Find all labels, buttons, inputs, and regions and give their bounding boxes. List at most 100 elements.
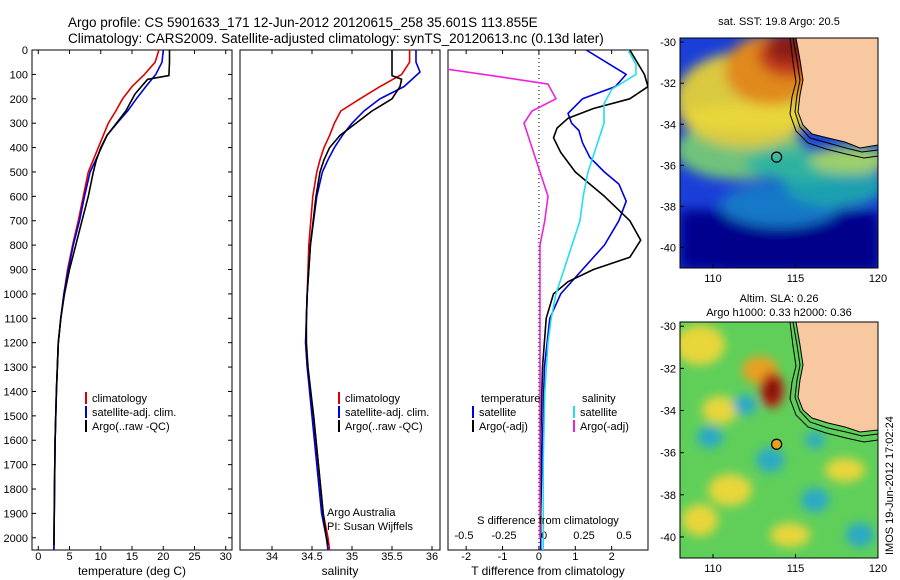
salinity-legend: climatology satellite-adj. clim. Argo(..… [338, 392, 429, 433]
depth-tick-label: 1200 [4, 338, 28, 350]
depth-tick-label: 300 [10, 118, 28, 130]
profile-line-temperature-argo-adj- [539, 50, 648, 538]
legend-header-salinity: salinity [582, 393, 616, 405]
difference-legend: temperature salinity satellite Argo(-adj… [472, 393, 629, 433]
t-difference-x-axis: -2 -1 0 1 2 [461, 50, 615, 563]
figure-title-line2: Climatology: CARS2009. Satellite-adjuste… [68, 31, 604, 46]
sst-heatmap [680, 38, 878, 268]
legend-label-t-argo: Argo(-adj) [479, 421, 528, 433]
difference-axes-frame [447, 49, 649, 551]
lon-tick-label: 120 [869, 273, 887, 285]
legend-label-climatology: climatology [345, 393, 401, 405]
lon-tick-label: 110 [704, 563, 722, 575]
argo-location-marker [771, 151, 783, 163]
legend-label-argo: Argo(..raw -QC) [345, 421, 423, 433]
s-tick-label: 0 [541, 530, 547, 542]
sst-map-title: sat. SST: 19.8 Argo: 20.5 [718, 16, 840, 28]
lat-tick-label: -30 [660, 37, 676, 49]
x-tick-label: 0 [536, 551, 542, 563]
annotation-pi: PI: Susan Wijffels [327, 521, 413, 533]
legend-label-climatology: climatology [92, 393, 148, 405]
lon-tick-label: 110 [704, 273, 722, 285]
salinity-axes-frame [239, 49, 441, 551]
depth-tick-label: 1300 [4, 362, 28, 374]
temperature-panel: 0100200300400500600700800900100011001200… [4, 45, 648, 578]
profile-line-salinity-satellite [542, 50, 637, 550]
legend-label-s-argo: Argo(-adj) [580, 421, 629, 433]
legend-label-satellite-adj: satellite-adj. clim. [92, 407, 176, 419]
lat-tick-label: -34 [660, 119, 676, 131]
x-tick-label: 35.5 [381, 551, 402, 563]
x-tick-label: -1 [498, 551, 508, 563]
depth-tick-label: 1900 [4, 508, 28, 520]
depth-tick-label: 500 [10, 167, 28, 179]
argo-location-marker [771, 438, 783, 450]
salinity-xlabel: salinity [322, 564, 359, 578]
x-tick-label: -2 [461, 551, 471, 563]
legend-label-satellite-adj: satellite-adj. clim. [345, 407, 429, 419]
sla-map-title-line2: Argo h1000: 0.33 h2000: 0.36 [706, 307, 852, 319]
s-tick-label: -0.5 [455, 530, 474, 542]
lon-tick-label: 115 [787, 563, 805, 575]
profile-line-argo-raw-qc- [53, 50, 171, 546]
imos-timestamp: IMOS 19-Jun-2012 17:02:24 [884, 416, 896, 555]
salinity-profiles [304, 50, 421, 550]
sst-map-axes: 110 115 120 -30 -32 -34 -36 -38 -40 [660, 37, 887, 285]
legend-label-argo: Argo(..raw -QC) [92, 421, 170, 433]
s-difference-axis: -0.5 -0.25 0 0.25 0.5 [455, 530, 632, 542]
legend-label-t-satellite: satellite [479, 407, 516, 419]
x-tick-label: 5 [66, 551, 72, 563]
x-tick-label: 36 [426, 551, 438, 563]
depth-tick-label: 0 [22, 45, 28, 57]
depth-tick-label: 1000 [4, 289, 28, 301]
x-tick-label: 25 [188, 551, 200, 563]
legend-label-s-satellite: satellite [580, 407, 617, 419]
depth-tick-label: 400 [10, 143, 28, 155]
depth-tick-label: 1600 [4, 435, 28, 447]
x-tick-label: 1 [572, 551, 578, 563]
depth-tick-label: 1400 [4, 386, 28, 398]
depth-tick-label: 900 [10, 265, 28, 277]
salinity-panel: 34 34.5 35 35.5 36 salinity climatology sate… [239, 49, 441, 578]
sla-map-axes: 110 115 120 -30 -32 -34 -36 -38 -40 [660, 321, 887, 575]
salinity-x-axis: 34 34.5 35 35.5 36 [266, 50, 438, 563]
x-tick-label: 35 [346, 551, 358, 563]
depth-tick-label: 700 [10, 216, 28, 228]
x-tick-label: 2 [609, 551, 615, 563]
temperature-axes-frame [31, 49, 233, 551]
t-difference-xlabel: T difference from climatology [471, 564, 625, 578]
depth-tick-label: 600 [10, 191, 28, 203]
s-tick-label: 0.5 [616, 530, 631, 542]
x-tick-label: 34.5 [301, 551, 322, 563]
depth-tick-label: 1100 [4, 313, 28, 325]
sst-map-frame [679, 37, 879, 269]
figure-title-line1: Argo profile: CS 5901633_171 12-Jun-2012… [68, 15, 538, 30]
sla-map-title-line1: Altim. SLA: 0.26 [740, 293, 819, 305]
lat-tick-label: -40 [660, 532, 676, 544]
x-tick-label: 20 [157, 551, 169, 563]
lat-tick-label: -40 [660, 242, 676, 254]
x-tick-label: 0 [35, 551, 41, 563]
lat-tick-label: -32 [660, 78, 676, 90]
profile-line-temperature-satellite [539, 50, 628, 550]
x-tick-label: 34 [266, 551, 278, 563]
s-difference-label: S difference from climatology [477, 515, 619, 527]
lat-tick-label: -38 [660, 490, 676, 502]
sst-map-panel: sat. SST: 19.8 Argo: 20.5 [660, 16, 887, 285]
difference-profiles [448, 50, 648, 550]
lon-tick-label: 120 [869, 563, 887, 575]
lat-tick-label: -32 [660, 363, 676, 375]
annotation-argo-australia: Argo Australia [327, 507, 396, 519]
lon-tick-label: 115 [787, 273, 805, 285]
sla-map-frame [679, 321, 879, 559]
profile-line-argo-raw-qc- [305, 50, 403, 546]
s-tick-label: 0.25 [573, 530, 594, 542]
lat-tick-label: -36 [660, 448, 676, 460]
lat-tick-label: -36 [660, 160, 676, 172]
sla-heatmap [680, 322, 878, 558]
depth-tick-label: 2000 [4, 533, 28, 545]
depth-tick-label: 100 [10, 69, 28, 81]
x-tick-label: 15 [126, 551, 138, 563]
depth-tick-label: 1700 [4, 460, 28, 472]
x-tick-label: 10 [95, 551, 107, 563]
